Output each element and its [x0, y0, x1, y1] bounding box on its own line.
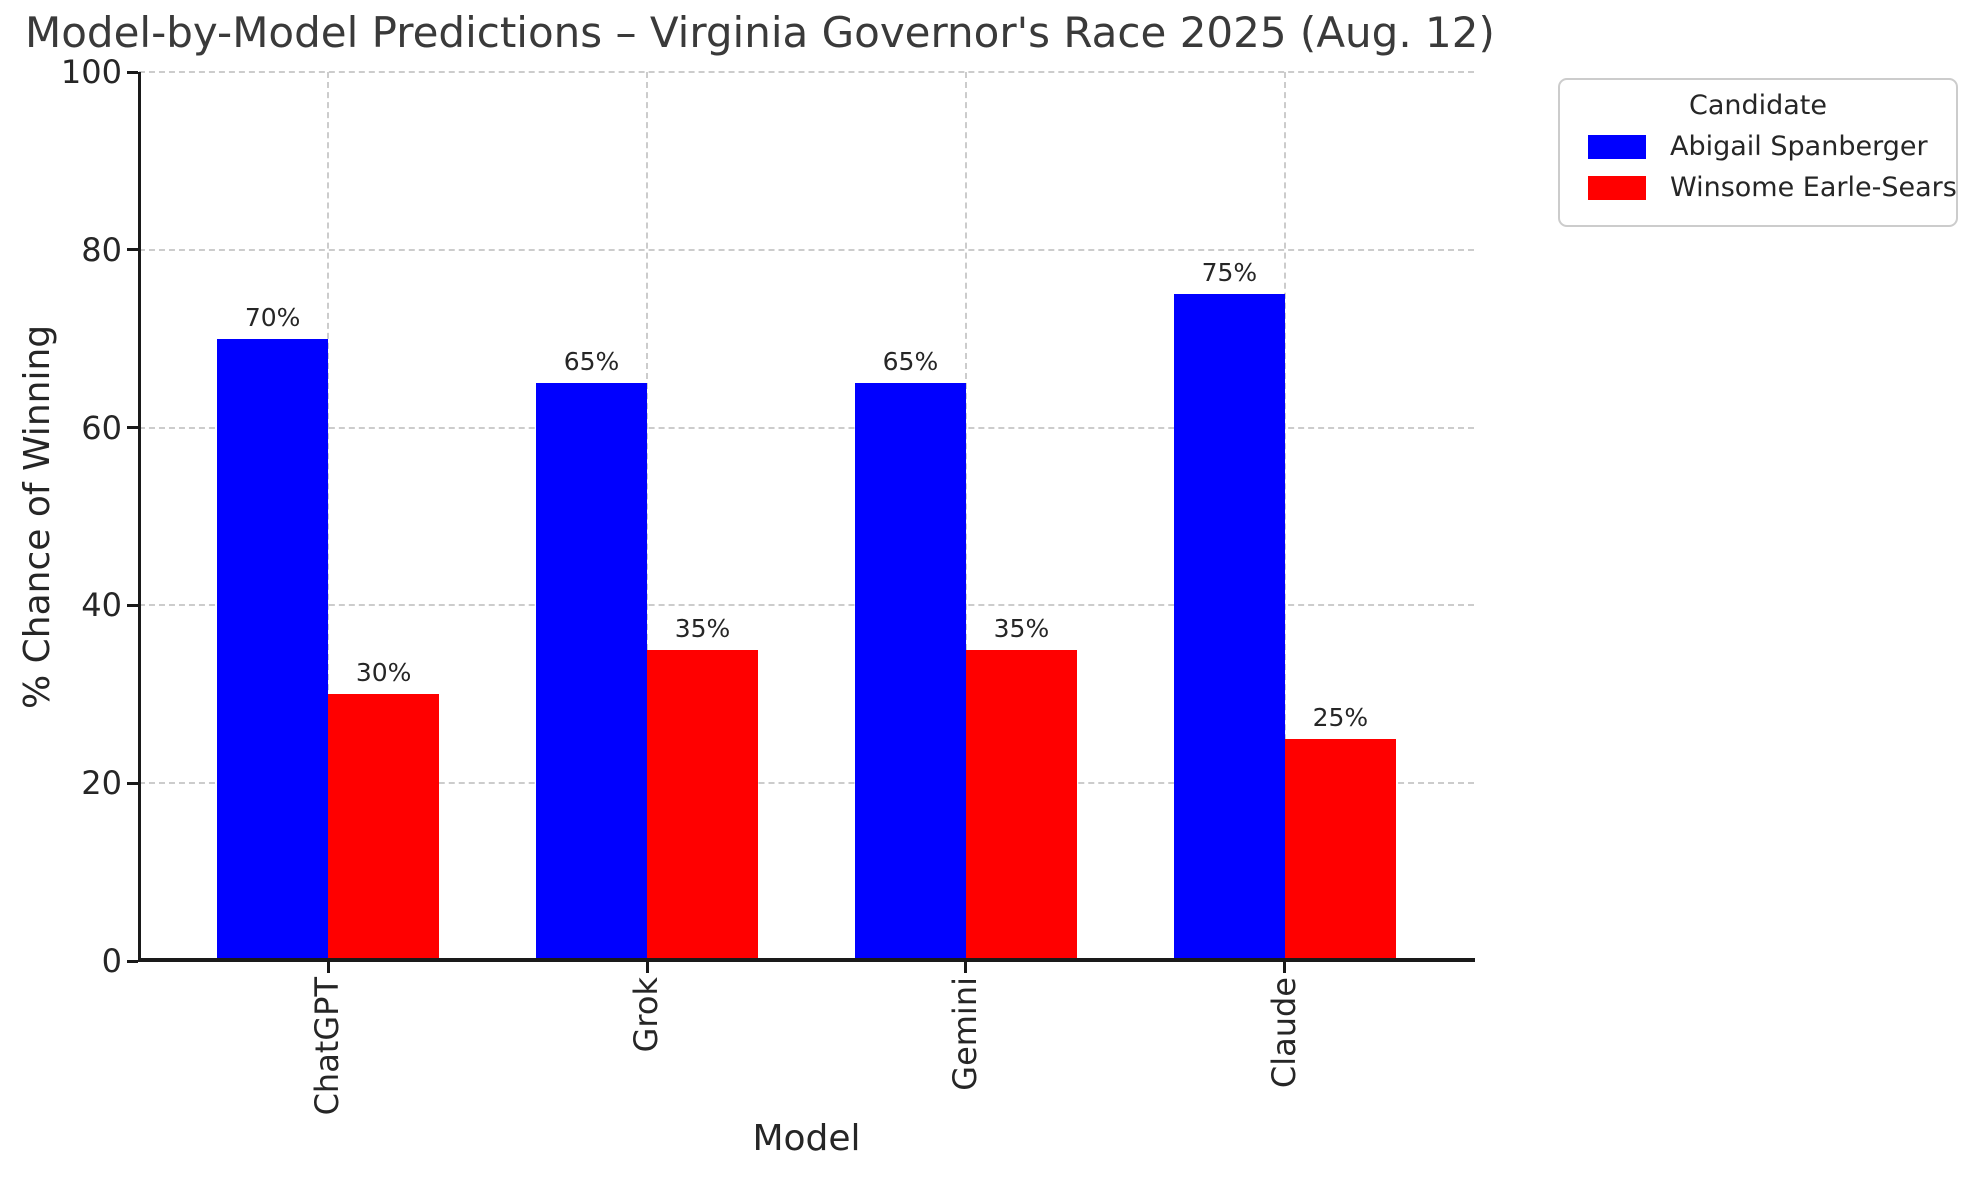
x-tick-mark: [326, 962, 330, 973]
bar-claude-spanberger: [1173, 294, 1285, 961]
x-tick-label: Gemini: [945, 977, 984, 1091]
legend-swatch-blue: [1588, 134, 1646, 159]
bar-value-label: 75%: [1201, 258, 1258, 288]
y-tick-label: 40: [81, 586, 122, 625]
y-tick-label: 20: [81, 764, 122, 803]
x-tick-mark: [1283, 962, 1287, 973]
gridline-horizontal: [139, 426, 1474, 429]
gridline-horizontal: [139, 71, 1474, 73]
x-tick-label: ChatGPT: [308, 977, 347, 1116]
bar-gemini-earle-sears: [965, 649, 1077, 961]
bar-claude-earle-sears: [1284, 738, 1396, 961]
bar-value-label: 30%: [355, 658, 412, 688]
y-tick-label: 60: [81, 408, 122, 447]
y-tick-mark: [127, 959, 138, 963]
legend-item-earle-sears: Winsome Earle-Sears: [1588, 172, 1957, 203]
plot-area: 70% 65% 65% 75% 30% 35% 35% 25%: [139, 71, 1474, 961]
y-tick-label: 80: [81, 230, 122, 269]
bar-value-label: 25%: [1312, 702, 1369, 732]
x-tick-label: Claude: [1264, 977, 1303, 1089]
legend-label: Winsome Earle-Sears: [1670, 172, 1957, 203]
bar-grok-spanberger: [536, 383, 648, 961]
y-tick-mark: [127, 603, 138, 607]
legend-item-spanberger: Abigail Spanberger: [1588, 131, 1940, 162]
bar-chatgpt-spanberger: [217, 338, 329, 961]
y-tick-mark: [127, 70, 138, 74]
gridline-vertical: [327, 72, 330, 961]
bar-value-label: 35%: [993, 613, 1050, 643]
chart-title: Model-by-Model Predictions – Virginia Go…: [25, 8, 1495, 57]
x-tick-mark: [645, 962, 649, 973]
y-axis-label: % Chance of Winning: [17, 324, 58, 709]
legend-title: Candidate: [1688, 90, 1828, 121]
gridline-horizontal: [139, 782, 1474, 785]
bar-gemini-spanberger: [854, 383, 966, 961]
y-axis-spine: [138, 72, 141, 962]
x-tick-label: Grok: [627, 977, 666, 1053]
y-tick-mark: [127, 781, 138, 785]
bar-value-label: 70%: [244, 302, 301, 332]
gridline-vertical: [964, 72, 967, 961]
gridline-horizontal: [139, 604, 1474, 607]
gridline-vertical: [646, 72, 649, 961]
y-tick-label: 0: [101, 942, 122, 980]
gridline-vertical: [1283, 72, 1286, 961]
bar-value-label: 65%: [563, 347, 620, 377]
legend-label: Abigail Spanberger: [1670, 131, 1928, 162]
y-tick-mark: [127, 248, 138, 252]
legend-swatch-red: [1588, 175, 1646, 200]
gridline-horizontal: [139, 248, 1474, 251]
bar-chatgpt-earle-sears: [328, 694, 440, 961]
x-axis-label: Model: [752, 1118, 861, 1159]
y-tick-label: 100: [60, 53, 122, 91]
bar-value-label: 35%: [674, 613, 731, 643]
x-axis-spine: [138, 958, 1475, 962]
x-tick-mark: [964, 962, 968, 973]
y-tick-mark: [127, 426, 138, 430]
legend: Candidate Abigail Spanberger Winsome Ear…: [1558, 78, 1958, 227]
bar-value-label: 65%: [882, 347, 939, 377]
bar-grok-earle-sears: [647, 649, 759, 961]
